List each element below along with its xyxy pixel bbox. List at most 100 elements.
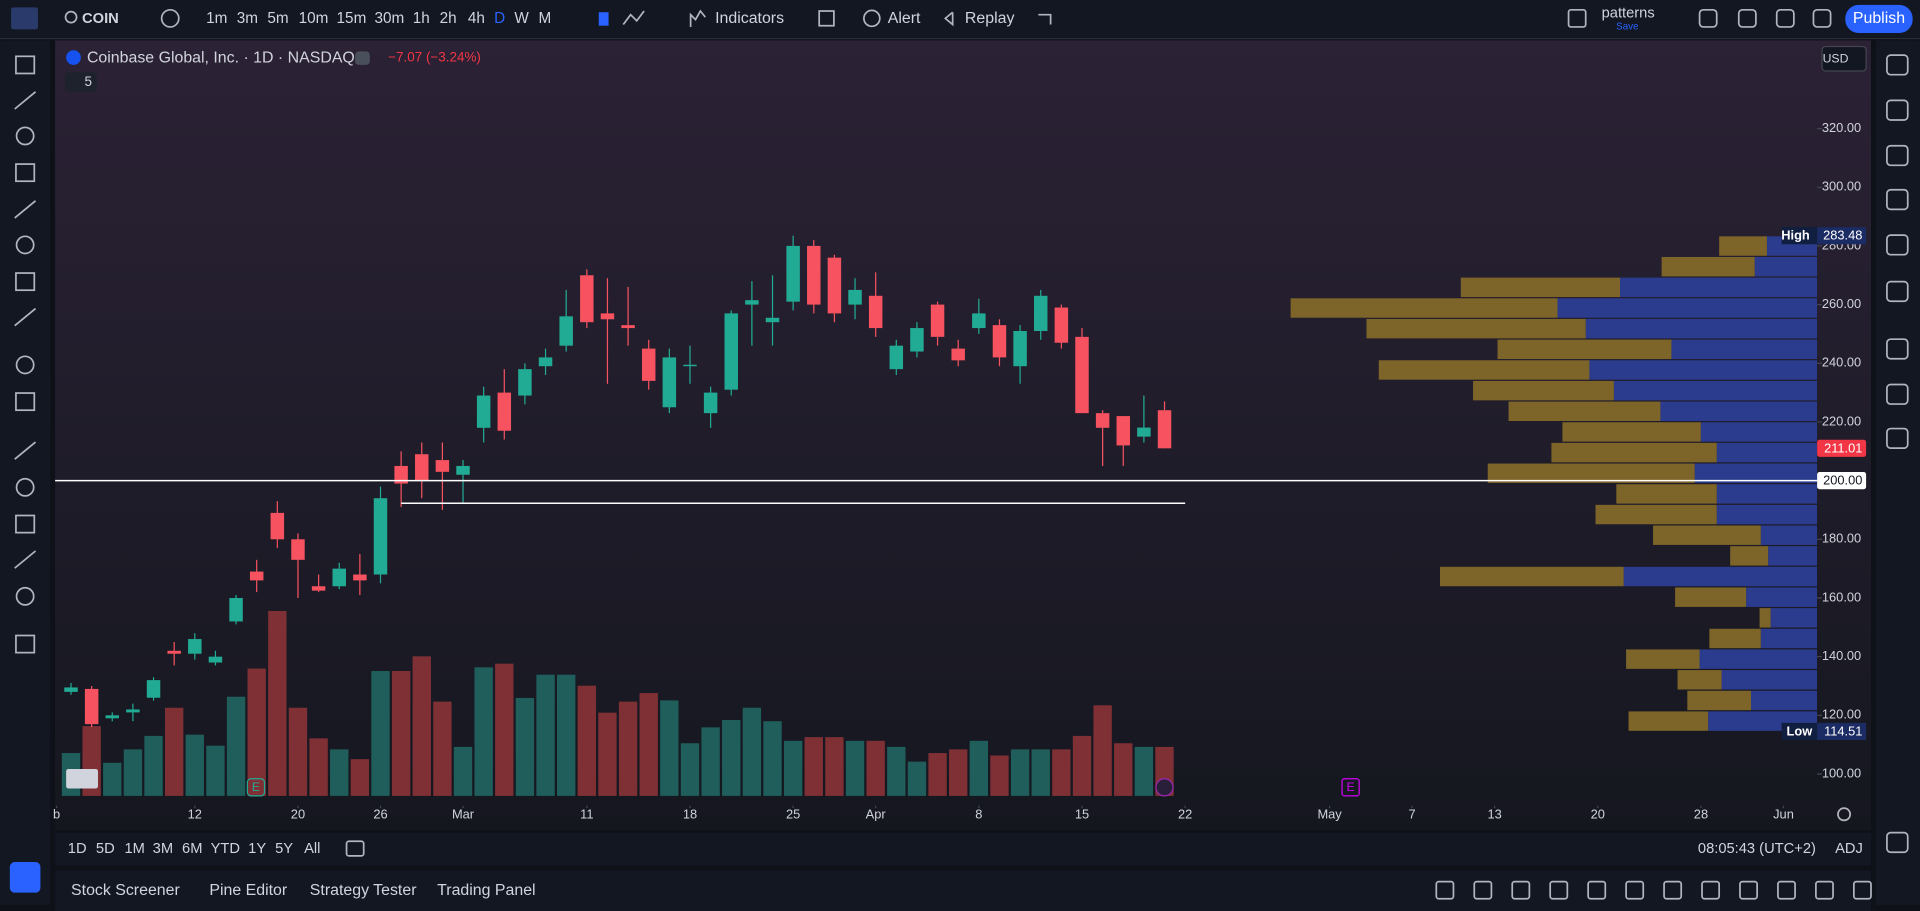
replay-button[interactable]: Replay — [965, 10, 1015, 27]
earnings-marker-label[interactable]: E — [252, 780, 260, 794]
drawing-tool[interactable] — [14, 91, 37, 110]
replay-icon[interactable] — [943, 11, 954, 27]
interval-button[interactable]: 4h — [468, 10, 485, 27]
favorites-button[interactable] — [9, 862, 41, 893]
range-button[interactable]: 1Y — [248, 841, 266, 857]
sidebar-icon[interactable] — [1886, 99, 1909, 121]
currency[interactable]: USD — [1823, 52, 1849, 66]
undo-icon[interactable] — [1038, 13, 1052, 25]
publish-button[interactable] — [1845, 4, 1913, 34]
range-button[interactable]: 1D — [68, 841, 87, 857]
drawing-tool[interactable] — [15, 634, 36, 654]
bottom-tab[interactable]: Strategy Tester — [310, 882, 417, 899]
search-icon[interactable] — [64, 10, 78, 24]
drawing-tool[interactable] — [15, 514, 36, 534]
legend-title[interactable]: Coinbase Global, Inc. · 1D · NASDAQ — [87, 49, 355, 66]
toolbar-icon[interactable] — [1775, 8, 1795, 28]
interval-button[interactable]: 10m — [299, 10, 329, 27]
drawing-tool[interactable] — [15, 355, 35, 375]
layout-checkbox[interactable] — [1567, 8, 1587, 28]
interval-button[interactable]: M — [539, 10, 552, 27]
drawing-tool[interactable] — [15, 235, 35, 255]
sidebar-icon[interactable] — [1886, 188, 1909, 211]
quick-tool[interactable] — [1777, 880, 1796, 900]
range-button[interactable]: 3M — [153, 841, 173, 857]
add-symbol-icon[interactable] — [160, 8, 180, 28]
interval-button[interactable]: 30m — [375, 10, 405, 27]
alert-button[interactable]: Alert — [888, 10, 921, 27]
interval-button[interactable]: 3m — [237, 10, 258, 27]
bottom-tab[interactable]: Stock Screener — [71, 882, 180, 899]
toolbar-icon[interactable] — [1812, 8, 1832, 28]
drawing-tool[interactable] — [14, 200, 37, 219]
currency-box[interactable] — [1821, 45, 1867, 72]
quick-tool[interactable] — [1511, 880, 1531, 900]
sidebar-icon[interactable] — [1886, 338, 1909, 360]
sidebar-icon[interactable] — [1886, 144, 1909, 167]
bottom-tab[interactable]: Trading Panel — [437, 882, 535, 899]
interval-button[interactable]: 2h — [440, 10, 457, 27]
alert-icon[interactable] — [863, 9, 881, 28]
candle-type-icon[interactable] — [598, 12, 609, 26]
legend-toggle[interactable] — [355, 51, 370, 65]
quick-tool[interactable] — [1701, 880, 1721, 900]
layouts-icon[interactable] — [818, 10, 835, 27]
bottom-tab[interactable]: Pine Editor — [209, 882, 288, 899]
sidebar-icon[interactable] — [1886, 383, 1909, 405]
interval-button[interactable]: 1h — [413, 10, 430, 27]
interval-button[interactable]: 15m — [337, 10, 367, 27]
drawing-tool[interactable] — [15, 272, 36, 292]
adj-toggle[interactable]: ADJ — [1835, 841, 1863, 857]
line-type-icon[interactable] — [622, 10, 645, 26]
sidebar-icon[interactable] — [1886, 427, 1909, 450]
quick-tool[interactable] — [1663, 880, 1683, 900]
drawing-tool[interactable] — [15, 477, 35, 497]
toolbar-icon[interactable] — [1698, 8, 1718, 28]
quick-tool[interactable] — [1435, 880, 1455, 900]
drawing-tool[interactable] — [14, 550, 37, 569]
quick-tool[interactable] — [1815, 880, 1834, 900]
axis-settings-icon[interactable] — [1837, 807, 1852, 822]
range-button[interactable]: 5D — [96, 841, 115, 857]
quick-tool[interactable] — [1853, 880, 1872, 900]
publish-label[interactable]: Publish — [1853, 10, 1905, 27]
range-button[interactable]: 5Y — [275, 841, 293, 857]
range-button[interactable]: 1M — [125, 841, 145, 857]
sidebar-icon[interactable] — [1886, 234, 1909, 256]
quick-tool[interactable] — [1473, 880, 1493, 900]
dividend-marker[interactable] — [1155, 778, 1174, 797]
date-range-icon[interactable] — [345, 840, 365, 857]
indicators-button[interactable]: Indicators — [715, 10, 784, 27]
drawing-tool[interactable] — [15, 163, 36, 183]
range-button[interactable]: 6M — [182, 841, 202, 857]
earnings-marker[interactable] — [1341, 778, 1360, 797]
indicators-icon[interactable] — [689, 9, 706, 27]
sidebar-icon[interactable] — [1886, 831, 1909, 854]
layout-name[interactable]: patterns — [1602, 5, 1655, 21]
interval-button[interactable]: 1m — [206, 10, 227, 27]
quick-tool[interactable] — [1739, 880, 1758, 900]
drawing-tool[interactable] — [15, 392, 36, 412]
indicator-collapse[interactable] — [64, 72, 97, 92]
drawing-tool[interactable] — [14, 307, 37, 327]
quick-tool[interactable] — [1587, 880, 1607, 900]
interval-button[interactable]: 5m — [267, 10, 288, 27]
drawing-tool[interactable] — [14, 441, 37, 460]
earnings-marker-label[interactable]: E — [1347, 780, 1355, 794]
quick-tool[interactable] — [1625, 880, 1645, 900]
drawing-tool[interactable] — [15, 55, 36, 75]
earnings-marker[interactable] — [246, 778, 266, 797]
sidebar-icon[interactable] — [1886, 54, 1909, 76]
interval-button[interactable]: D — [494, 10, 505, 27]
range-button[interactable]: All — [304, 841, 320, 857]
quick-tool[interactable] — [1549, 880, 1569, 900]
drawing-tool[interactable] — [15, 126, 35, 146]
layout-status[interactable]: Save — [1616, 22, 1638, 33]
sidebar-icon[interactable] — [1886, 280, 1909, 303]
interval-button[interactable]: W — [514, 10, 529, 27]
drawing-tool[interactable] — [15, 586, 35, 606]
indicator-count[interactable]: 5 — [85, 74, 92, 89]
toolbar-icon[interactable] — [1737, 8, 1757, 28]
symbol[interactable]: COIN — [82, 11, 119, 27]
range-button[interactable]: YTD — [211, 841, 240, 857]
